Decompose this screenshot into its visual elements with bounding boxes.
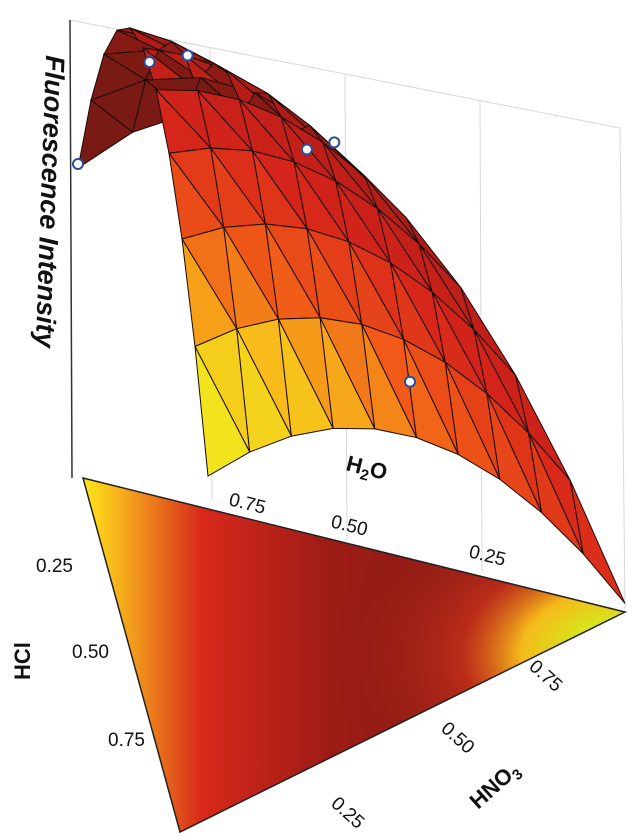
surface-facet: [486, 393, 543, 513]
hno3-tick-label: 0.25: [327, 793, 369, 833]
h2o-tick-label: 0.50: [329, 511, 370, 540]
surface-facet: [361, 324, 418, 439]
surface-facet: [528, 432, 584, 555]
surface-facet: [444, 362, 502, 481]
hcl-tick-label: 0.75: [108, 730, 145, 751]
floor-outline: [81, 476, 628, 834]
design-point: [181, 49, 194, 62]
floor-corner-fill: [83, 478, 625, 832]
design-point: [328, 136, 341, 149]
z-axis: [69, 19, 73, 479]
design-point: [404, 375, 416, 388]
hcl-ticks: 0.25 0.50 0.75: [36, 556, 145, 751]
hno3-axis-title: HNO3: [465, 757, 527, 817]
surface-facet: [569, 480, 626, 604]
hcl-axis-title: HCl: [10, 642, 35, 680]
design-point: [72, 158, 84, 170]
hcl-tick-label: 0.50: [72, 642, 109, 663]
surface-facet: [194, 346, 251, 477]
h2o-axis-title: H2O: [343, 451, 390, 489]
surface-facet: [319, 317, 376, 430]
response-surface: [77, 26, 626, 604]
design-point: [143, 56, 156, 68]
ternary-floor: [81, 476, 628, 834]
hcl-tick-label: 0.25: [36, 556, 73, 577]
surface-facet: [277, 318, 334, 437]
surface-facet: [403, 339, 460, 456]
back-wall-right-edge: [619, 127, 626, 611]
design-points: [72, 49, 416, 388]
surface-facet: [236, 328, 293, 453]
hno3-tick-label: 0.50: [437, 718, 479, 758]
surface-facet: [77, 99, 134, 170]
z-axis-title: Fluorescence Intensity: [30, 55, 70, 350]
h2o-tick-label: 0.25: [467, 541, 508, 570]
design-point: [300, 143, 313, 156]
hno3-tick-label: 0.75: [525, 656, 567, 696]
